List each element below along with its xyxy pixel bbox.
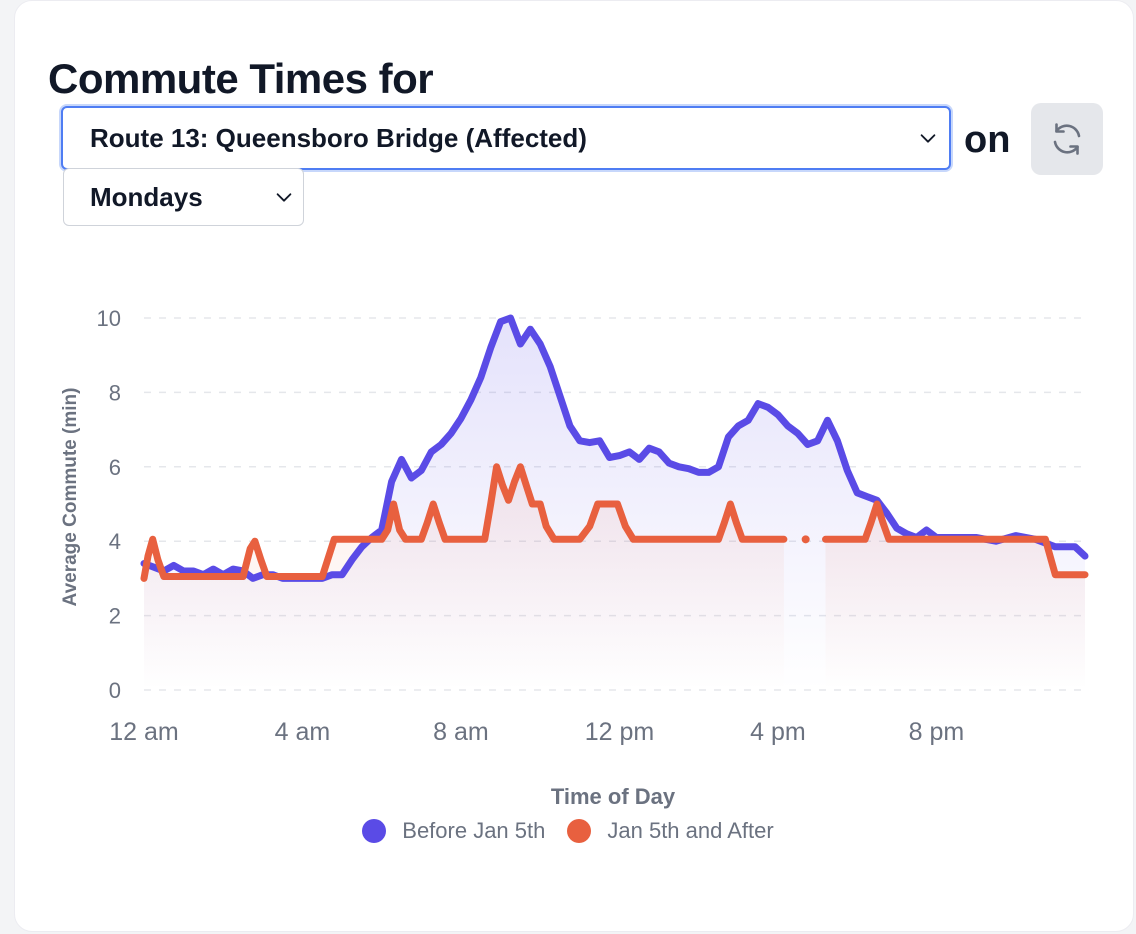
x-tick-label: 8 am xyxy=(433,718,489,746)
x-tick-label: 4 pm xyxy=(750,718,806,746)
on-label: on xyxy=(964,119,1011,161)
day-select-value: Mondays xyxy=(90,181,203,212)
x-tick-label: 12 am xyxy=(109,718,178,746)
route-select-value: Route 13: Queensboro Bridge (Affected) xyxy=(90,122,587,153)
legend-label-before: Before Jan 5th xyxy=(402,818,546,843)
route-select[interactable]: Route 13: Queensboro Bridge (Affected) xyxy=(61,106,951,170)
y-tick-label: 0 xyxy=(109,678,121,703)
day-select[interactable]: Mondays xyxy=(63,168,304,226)
chevron-down-icon xyxy=(920,134,936,143)
legend-label-after: Jan 5th and After xyxy=(607,818,774,843)
chart-legend: Before Jan 5th Jan 5th and After xyxy=(0,818,1136,844)
y-tick-label: 4 xyxy=(109,529,121,554)
y-axis-title: Average Commute (min) xyxy=(60,388,81,607)
refresh-button[interactable] xyxy=(1031,103,1103,175)
refresh-icon xyxy=(1053,123,1081,155)
legend-dot-after xyxy=(567,819,592,843)
area-after-2 xyxy=(825,504,1085,690)
y-tick-label: 6 xyxy=(109,455,121,480)
y-tick-label: 8 xyxy=(109,380,121,405)
legend-dot-before xyxy=(362,819,387,843)
series-point-after-1 xyxy=(801,535,810,544)
x-axis-title: Time of Day xyxy=(551,784,676,809)
chevron-down-icon xyxy=(276,193,292,202)
x-tick-label: 4 am xyxy=(275,718,331,746)
y-tick-label: 2 xyxy=(109,604,121,629)
y-tick-label: 10 xyxy=(97,306,121,331)
page-title: Commute Times for xyxy=(48,55,434,102)
series-line-after-2 xyxy=(822,500,1089,579)
legend-item-after[interactable]: Jan 5th and After xyxy=(567,818,774,844)
series-line-after-0 xyxy=(140,463,788,582)
x-tick-label: 12 pm xyxy=(585,718,654,746)
legend-item-before[interactable]: Before Jan 5th xyxy=(362,818,545,844)
x-tick-label: 8 pm xyxy=(909,718,965,746)
